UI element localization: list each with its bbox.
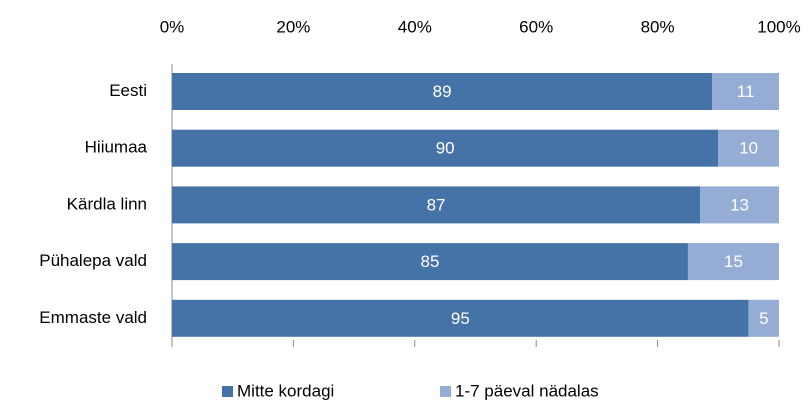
legend-label: Mitte kordagi: [237, 381, 334, 400]
y-tick-label: Hiiumaa: [85, 138, 148, 157]
legend-swatch: [222, 386, 233, 397]
bar-segment: [748, 299, 779, 337]
y-tick-label: Pühalepa vald: [39, 251, 147, 270]
bar-segment: [718, 129, 779, 167]
bar-segment: [172, 299, 749, 337]
bar-segment: [687, 243, 779, 281]
bar-segment: [712, 73, 779, 110]
data-label: 87: [427, 195, 446, 214]
data-label: 5: [759, 309, 768, 328]
x-tick-label: 0%: [160, 17, 185, 36]
bar-segment: [172, 129, 719, 167]
data-label: 89: [433, 82, 452, 101]
legend-label: 1-7 päeval nädalas: [455, 381, 599, 400]
data-label: 90: [436, 139, 455, 158]
data-label: 10: [739, 139, 758, 158]
bar-segment: [172, 73, 713, 110]
x-tick-label: 80%: [641, 17, 675, 36]
x-tick-label: 20%: [276, 17, 310, 36]
data-label: 85: [421, 252, 440, 271]
bar-segment: [172, 186, 701, 224]
legend-swatch: [440, 386, 451, 397]
x-tick-label: 60%: [519, 17, 553, 36]
y-tick-label: Eesti: [109, 81, 147, 100]
data-label: 11: [737, 82, 755, 101]
bar-segment: [172, 243, 688, 281]
data-label: 95: [451, 309, 470, 328]
data-label: 13: [730, 195, 749, 214]
x-tick-label: 100%: [757, 17, 800, 36]
x-tick-label: 40%: [398, 17, 432, 36]
data-label: 15: [724, 252, 743, 271]
y-tick-label: Kärdla linn: [67, 194, 147, 213]
y-tick-label: Emmaste vald: [39, 308, 147, 327]
bar-segment: [700, 186, 779, 224]
